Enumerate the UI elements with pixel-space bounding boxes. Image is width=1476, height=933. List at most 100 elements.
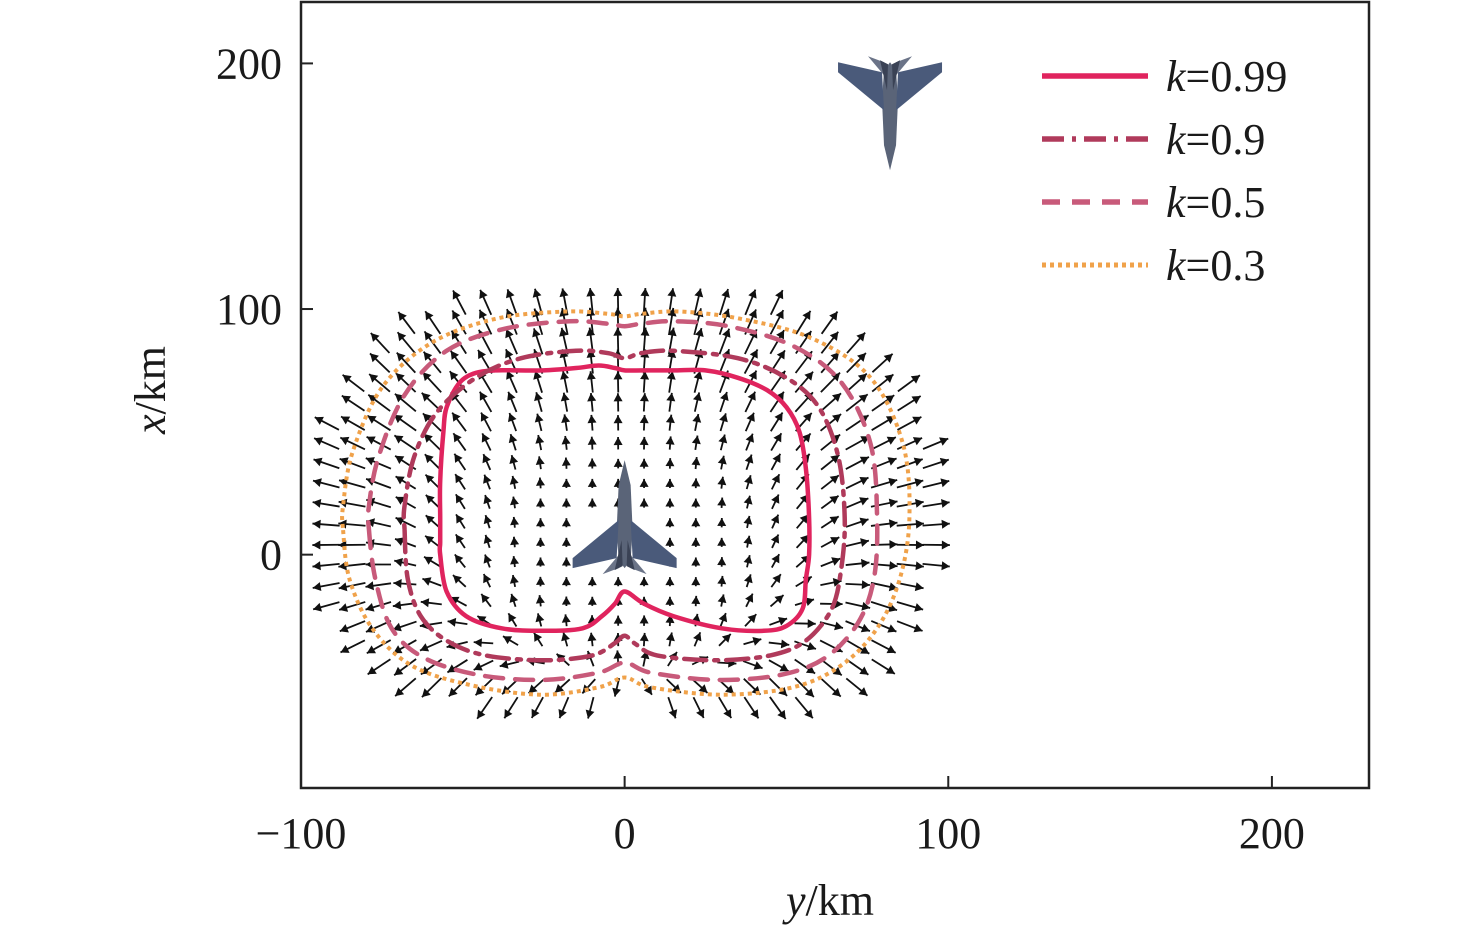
quiver-arrow-head bbox=[744, 454, 754, 464]
quiver-arrow-head bbox=[884, 374, 894, 383]
quiver-arrow-head bbox=[725, 685, 734, 694]
quiver-arrow-head bbox=[396, 352, 406, 362]
quiver-arrow-head bbox=[856, 332, 866, 342]
quiver-arrow-head bbox=[454, 554, 464, 564]
y-tick-label: 200 bbox=[216, 39, 282, 88]
quiver-arrow-head bbox=[743, 555, 753, 564]
quiver-arrow-head bbox=[477, 616, 487, 625]
quiver-arrow-head bbox=[536, 576, 545, 585]
quiver-arrow-head bbox=[483, 574, 492, 584]
quiver-arrow-head bbox=[423, 351, 433, 361]
quiver-arrow-head bbox=[832, 393, 841, 402]
quiver-arrow-head bbox=[394, 435, 404, 444]
quiver-arrow-head bbox=[860, 623, 870, 633]
quiver-arrow-head bbox=[691, 595, 701, 605]
quiver-arrow-head bbox=[666, 371, 676, 380]
quiver-arrow-head bbox=[508, 434, 518, 444]
quiver-arrow-head bbox=[536, 498, 545, 507]
quiver-arrow-head bbox=[451, 330, 460, 340]
quiver-arrow-head bbox=[586, 288, 596, 297]
quiver-arrow-head bbox=[341, 416, 351, 425]
quiver-arrow-head bbox=[367, 666, 377, 675]
quiver-arrow-head bbox=[312, 582, 322, 591]
quiver-arrow-head bbox=[778, 617, 788, 626]
x-tick-label: 100 bbox=[915, 809, 981, 858]
quiver-arrow-head bbox=[860, 538, 869, 547]
quiver-arrow-head bbox=[940, 478, 950, 488]
quiver-arrow-head bbox=[479, 289, 488, 299]
quiver-arrow-head bbox=[857, 353, 866, 362]
quiver-arrow-head bbox=[532, 288, 542, 298]
quiver-arrow-head bbox=[777, 709, 786, 719]
quiver-arrow-head bbox=[799, 514, 809, 524]
quiver-arrow-head bbox=[561, 478, 571, 487]
quiver-arrow-head bbox=[834, 621, 843, 631]
quiver-arrow-head bbox=[560, 392, 570, 402]
quiver-arrow-head bbox=[482, 454, 491, 464]
quiver-arrow-head bbox=[913, 623, 923, 633]
quiver-arrow-head bbox=[804, 709, 813, 719]
quiver-arrow-head bbox=[691, 557, 701, 566]
quiver-arrow-head bbox=[424, 454, 434, 464]
quiver-arrow-head bbox=[770, 534, 780, 544]
quiver-arrow-head bbox=[889, 540, 898, 549]
legend: k=0.99k=0.9k=0.5k=0.3 bbox=[1042, 52, 1287, 290]
quiver-arrow-head bbox=[744, 574, 753, 584]
quiver-arrow-head bbox=[480, 412, 489, 422]
quiver-arrow-head bbox=[775, 391, 784, 401]
quiver-arrow-head bbox=[422, 413, 432, 423]
quiver-arrow-head bbox=[509, 593, 519, 603]
quiver-arrow-head bbox=[314, 437, 324, 446]
legend-label-var: k bbox=[1166, 241, 1187, 290]
quiver-arrow-head bbox=[667, 288, 677, 297]
quiver-arrow-head bbox=[667, 327, 677, 337]
quiver-arrow-head bbox=[748, 370, 757, 380]
quiver-arrow-head bbox=[393, 414, 404, 424]
series-line-3 bbox=[340, 309, 912, 697]
quiver-arrow-head bbox=[665, 478, 675, 487]
quiver-arrow-head bbox=[449, 371, 459, 381]
quiver-arrow-head bbox=[889, 561, 898, 570]
quiver-arrow-head bbox=[613, 393, 623, 402]
quiver-arrow-head bbox=[499, 660, 509, 669]
quiver-arrow-head bbox=[721, 289, 730, 298]
quiver-arrow-head bbox=[665, 458, 675, 467]
legend-label-value: =0.5 bbox=[1186, 178, 1266, 227]
quiver-arrow-head bbox=[393, 579, 402, 588]
quiver-arrow-head bbox=[770, 514, 780, 524]
quiver-arrow-head bbox=[859, 666, 869, 675]
quiver-arrow-head bbox=[420, 598, 430, 608]
quiver-arrow-head bbox=[613, 577, 623, 586]
quiver-arrow-head bbox=[640, 371, 650, 380]
quiver-arrow-head bbox=[585, 709, 595, 719]
quiver-arrow-head bbox=[534, 392, 543, 402]
quiver-arrow-head bbox=[313, 602, 322, 612]
quiver-arrow-head bbox=[453, 433, 462, 443]
quiver-arrow-head bbox=[639, 458, 649, 467]
quiver-arrow-head bbox=[693, 632, 702, 642]
quiver-arrow-head bbox=[780, 639, 790, 649]
quiver-arrow-head bbox=[587, 414, 597, 424]
quiver-arrow-head bbox=[586, 349, 596, 358]
quiver-arrow-head bbox=[454, 453, 463, 463]
plot-frame bbox=[299, 0, 1371, 790]
quiver-arrow-head bbox=[886, 645, 896, 654]
quiver-arrow-head bbox=[339, 603, 349, 612]
quiver-arrow-head bbox=[746, 412, 755, 422]
quiver-arrow-head bbox=[422, 577, 432, 586]
quiver-arrow-head bbox=[421, 392, 431, 402]
quiver-arrow-head bbox=[915, 519, 924, 529]
quiver-arrow-head bbox=[313, 478, 322, 487]
quiver-arrow-head bbox=[858, 394, 868, 403]
quiver-arrow-head bbox=[639, 393, 649, 402]
quiver-arrow-head bbox=[559, 288, 569, 298]
quiver-arrow-head bbox=[860, 645, 870, 654]
x-axis-label-var: y bbox=[782, 876, 806, 925]
quiver-arrow-head bbox=[939, 437, 949, 446]
y-axis-label: x/km bbox=[126, 346, 175, 435]
quiver-arrow-head bbox=[806, 642, 816, 651]
quiver-arrow-head bbox=[694, 288, 704, 298]
quiver-arrow-head bbox=[691, 537, 701, 546]
quiver-arrow-head bbox=[535, 435, 545, 444]
quiver-arrow-head bbox=[532, 328, 541, 338]
